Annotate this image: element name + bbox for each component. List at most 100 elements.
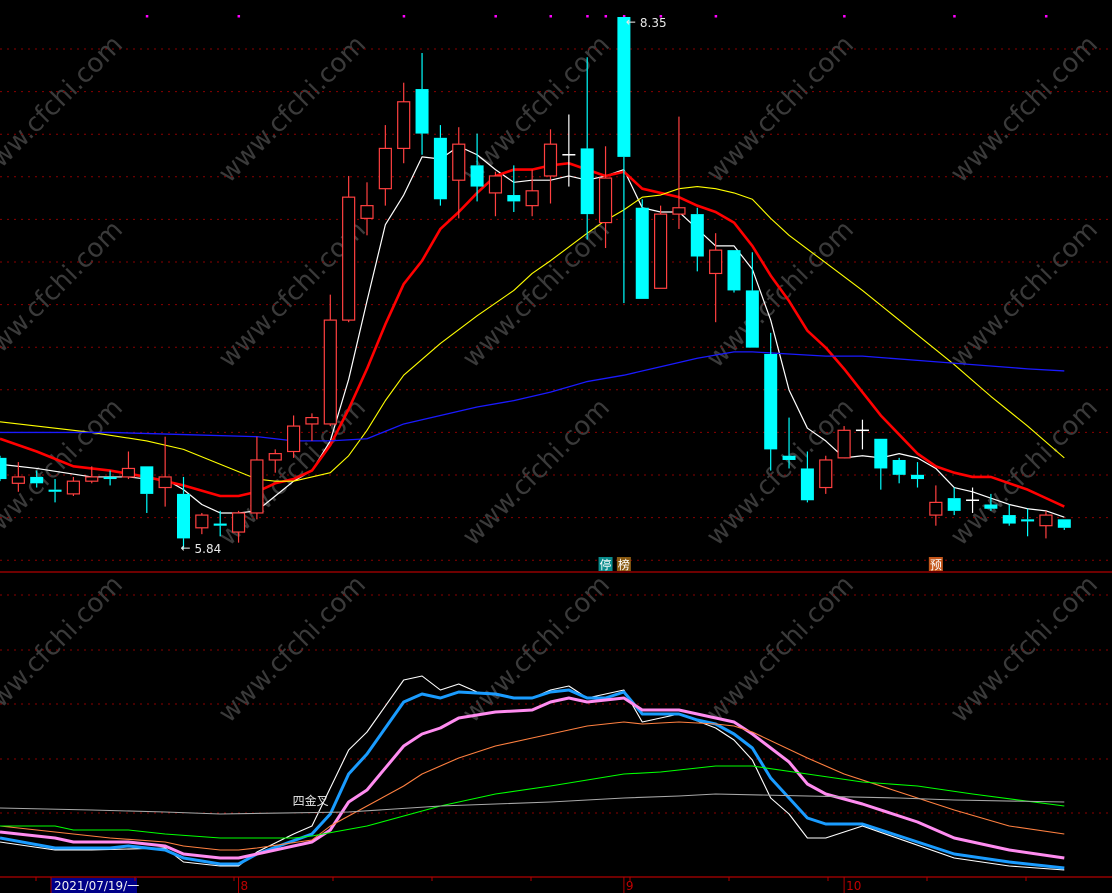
candle — [543, 129, 558, 204]
candle — [452, 127, 466, 219]
candle — [48, 479, 62, 503]
high-price-label: ← 8.35 — [626, 15, 667, 30]
signal-badge-text: 预 — [930, 558, 942, 572]
candle-body — [48, 489, 62, 492]
candle-body — [874, 438, 888, 469]
candle-body — [1057, 519, 1071, 528]
top-marker — [586, 15, 589, 18]
indicator-lines — [0, 675, 1065, 871]
candle — [415, 53, 429, 155]
top-marker — [402, 15, 406, 18]
candle-body — [727, 250, 741, 291]
candle — [305, 413, 319, 441]
candle — [213, 510, 227, 537]
candle-body — [947, 498, 961, 511]
signal-badge — [928, 557, 943, 571]
candle — [525, 169, 539, 217]
candle-body — [452, 143, 466, 181]
candle-body — [287, 425, 301, 453]
candle-body — [213, 523, 227, 526]
top-marker — [843, 15, 846, 18]
candle — [177, 476, 190, 549]
watermark-text: www.cfchi.com — [701, 393, 860, 552]
signal-badge-text: 停 — [600, 557, 612, 572]
candle-body — [268, 453, 282, 461]
signal-badge — [616, 557, 631, 571]
watermark-text: www.cfchi.com — [945, 570, 1104, 729]
candle-body — [30, 476, 44, 484]
candle-body — [121, 467, 136, 478]
top-marker — [604, 15, 608, 18]
watermark-text: www.cfchi.com — [701, 215, 860, 374]
top-marker — [714, 15, 718, 18]
candle-body — [543, 143, 558, 177]
candle-body — [11, 476, 25, 484]
candle — [562, 114, 576, 187]
candle — [66, 476, 81, 497]
signal-badge — [598, 557, 613, 571]
candle-body — [158, 476, 172, 489]
candle — [268, 449, 282, 473]
top-marker — [237, 15, 241, 18]
candle-body — [103, 476, 117, 480]
arrow-left-icon: ← — [626, 15, 636, 29]
signal-badges: 停榜 预 — [598, 557, 943, 572]
candle — [580, 57, 594, 240]
candle-body — [415, 89, 429, 134]
candle-body — [911, 474, 924, 480]
candle — [984, 493, 998, 511]
candle — [635, 199, 649, 299]
candle-body — [690, 214, 704, 257]
watermark-text: www.cfchi.com — [701, 570, 860, 729]
candle-body — [488, 175, 503, 194]
candle-body — [250, 459, 264, 514]
watermark-text: www.cfchi.com — [945, 215, 1104, 374]
candle-body — [764, 354, 778, 450]
candle-body — [653, 213, 668, 289]
candle — [1039, 510, 1053, 539]
candle — [158, 436, 172, 507]
top-marker — [145, 15, 149, 18]
candle — [1057, 519, 1071, 530]
top-marker — [494, 15, 497, 18]
watermark-text: www.cfchi.com — [0, 215, 129, 374]
candle-body — [745, 290, 759, 348]
candle-body — [984, 504, 998, 509]
candle — [11, 462, 25, 492]
moving-average-line — [0, 351, 1065, 442]
month-label: 10 — [846, 879, 861, 893]
candle — [855, 419, 869, 450]
top-marker — [659, 15, 663, 18]
current-date-box — [51, 878, 137, 893]
candle-body — [507, 195, 521, 202]
candle-body — [892, 459, 906, 475]
candle-body — [66, 480, 81, 495]
indicator-line — [0, 696, 1065, 860]
candle — [0, 455, 7, 482]
watermark-text: www.cfchi.com — [945, 393, 1104, 552]
candle — [819, 455, 833, 494]
candle-body — [580, 148, 594, 215]
candle — [103, 470, 117, 486]
candle — [470, 133, 484, 202]
moving-average-line — [0, 186, 1065, 482]
candle-body — [819, 459, 833, 489]
candle — [488, 171, 503, 217]
candle — [727, 250, 741, 293]
candle — [929, 485, 943, 526]
candle — [1002, 504, 1016, 526]
candle-body — [1039, 514, 1053, 527]
candlesticks[interactable] — [0, 16, 1071, 549]
candle-body — [672, 207, 686, 215]
candle — [121, 451, 136, 480]
candle-body — [525, 190, 539, 207]
candle — [397, 82, 411, 164]
high-price-value: 8.35 — [640, 16, 667, 30]
low-price-value: 5.84 — [195, 542, 222, 556]
candle — [800, 451, 814, 503]
candle-body — [1021, 519, 1035, 522]
candle — [231, 510, 246, 543]
candle — [323, 294, 337, 427]
candle — [360, 182, 374, 236]
